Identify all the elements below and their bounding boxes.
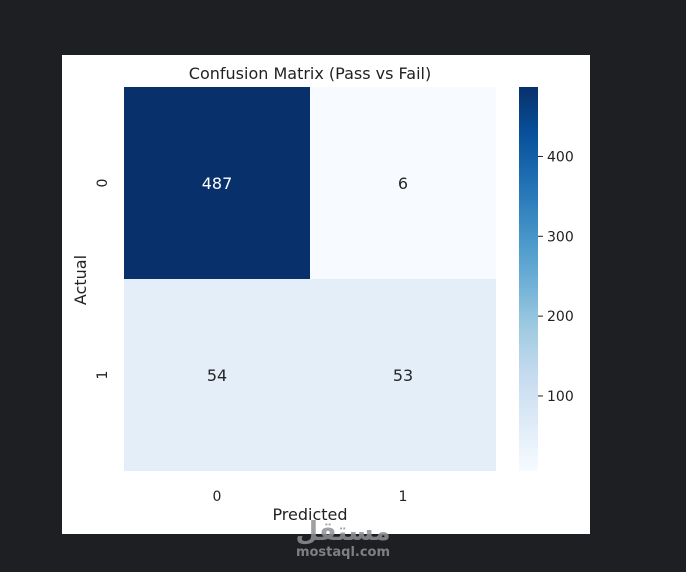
- x-tick-label: 1: [399, 489, 408, 505]
- colorbar-tick-label: 300: [547, 229, 574, 245]
- confusion-matrix-chart: Confusion Matrix (Pass vs Fail) 487 6 54 53…: [71, 64, 574, 524]
- cell-value-label: 487: [202, 174, 233, 193]
- colorbar: [519, 87, 538, 471]
- y-tick-label: 0: [95, 179, 111, 188]
- heatmap-cells: [124, 87, 496, 471]
- cell-value-label: 53: [393, 366, 413, 385]
- colorbar-tick-label: 100: [547, 389, 574, 405]
- y-tick-label: 1: [95, 371, 111, 380]
- y-tick-labels: 01: [95, 179, 111, 380]
- colorbar-ticks: 100 200 300 400: [538, 149, 574, 405]
- watermark-latin: mostaql.com: [295, 545, 391, 560]
- watermark-arabic: مستقل: [295, 517, 391, 547]
- cell-value-label: 54: [207, 366, 227, 385]
- colorbar-tick-label: 200: [547, 309, 574, 325]
- heatmap-cell: [310, 87, 496, 279]
- heatmap-cell: [124, 87, 310, 279]
- chart-figure: Confusion Matrix (Pass vs Fail) 487 6 54 53…: [62, 55, 590, 534]
- heatmap-cell-labels: 487 6 54 53: [202, 174, 413, 385]
- cell-value-label: 6: [398, 174, 408, 193]
- chart-title: Confusion Matrix (Pass vs Fail): [189, 64, 431, 83]
- watermark: مستقل mostaql.com: [0, 518, 686, 560]
- colorbar-tick-label: 400: [547, 149, 574, 165]
- heatmap-cell: [310, 279, 496, 471]
- x-axis-label: Predicted: [272, 505, 347, 524]
- x-tick-label: 0: [213, 489, 222, 505]
- y-axis-label: Actual: [71, 255, 90, 305]
- heatmap-cell: [124, 279, 310, 471]
